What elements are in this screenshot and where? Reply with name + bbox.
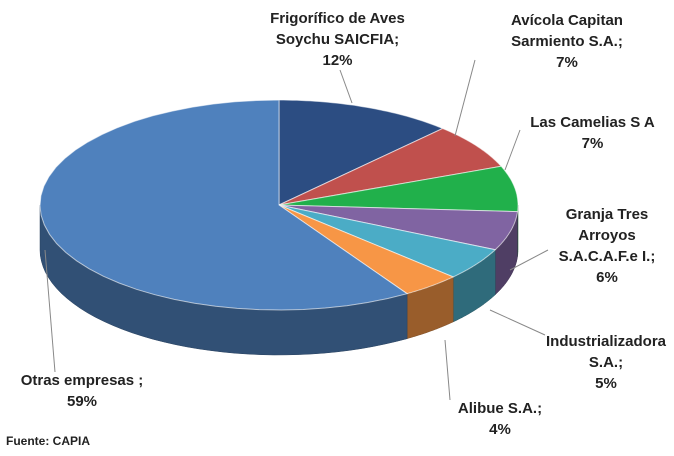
slice-label: Otras empresas ; 59% [2, 370, 162, 412]
slice-label: Frigorífico de Aves Soychu SAICFIA; 12% [255, 8, 420, 71]
category-label: Otras empresas ; [20, 372, 144, 389]
value-label: 5% [595, 375, 617, 392]
value-label: 12% [322, 52, 353, 69]
slice-label: Avícola Capitan Sarmiento S.A.; 7% [492, 10, 642, 73]
leader-line [454, 59, 476, 137]
category-label: Frigorífico de Aves Soychu SAICFIA; [270, 10, 405, 48]
value-label: 4% [489, 421, 511, 438]
slice [278, 204, 519, 251]
slice-label: Industrializadora S.A.; 5% [545, 331, 667, 394]
value-label: 59% [66, 393, 98, 410]
leader-line [509, 249, 549, 271]
value-label: 6% [596, 269, 618, 286]
category-label: Avícola Capitan Sarmiento S.A.; [511, 12, 623, 50]
value-label: 7% [556, 54, 578, 71]
leader-line [444, 339, 451, 401]
category-label: Granja Tres Arroyos S.A.C.A.F.e I.; [558, 206, 656, 265]
category-label: Las Camelias S A [530, 114, 655, 131]
slice-label: Alibue S.A.; 4% [445, 398, 555, 440]
slice [278, 165, 519, 213]
slice [278, 204, 455, 295]
slice [278, 204, 497, 278]
slice [39, 99, 409, 311]
slice [278, 99, 444, 206]
category-label: Alibue S.A.; [457, 400, 543, 417]
slice [278, 127, 503, 206]
leader-line [504, 129, 521, 171]
slice-label: Granja Tres Arroyos S.A.C.A.F.e I.; 6% [548, 204, 666, 288]
slice-label: Las Camelias S A 7% [520, 112, 665, 154]
source-note: Fuente: CAPIA [6, 434, 90, 448]
leader-line [489, 309, 546, 336]
value-label: 7% [581, 135, 604, 152]
leader-line [339, 69, 353, 104]
category-label: Industrializadora S.A.; [545, 333, 667, 371]
leader-line [44, 249, 56, 373]
